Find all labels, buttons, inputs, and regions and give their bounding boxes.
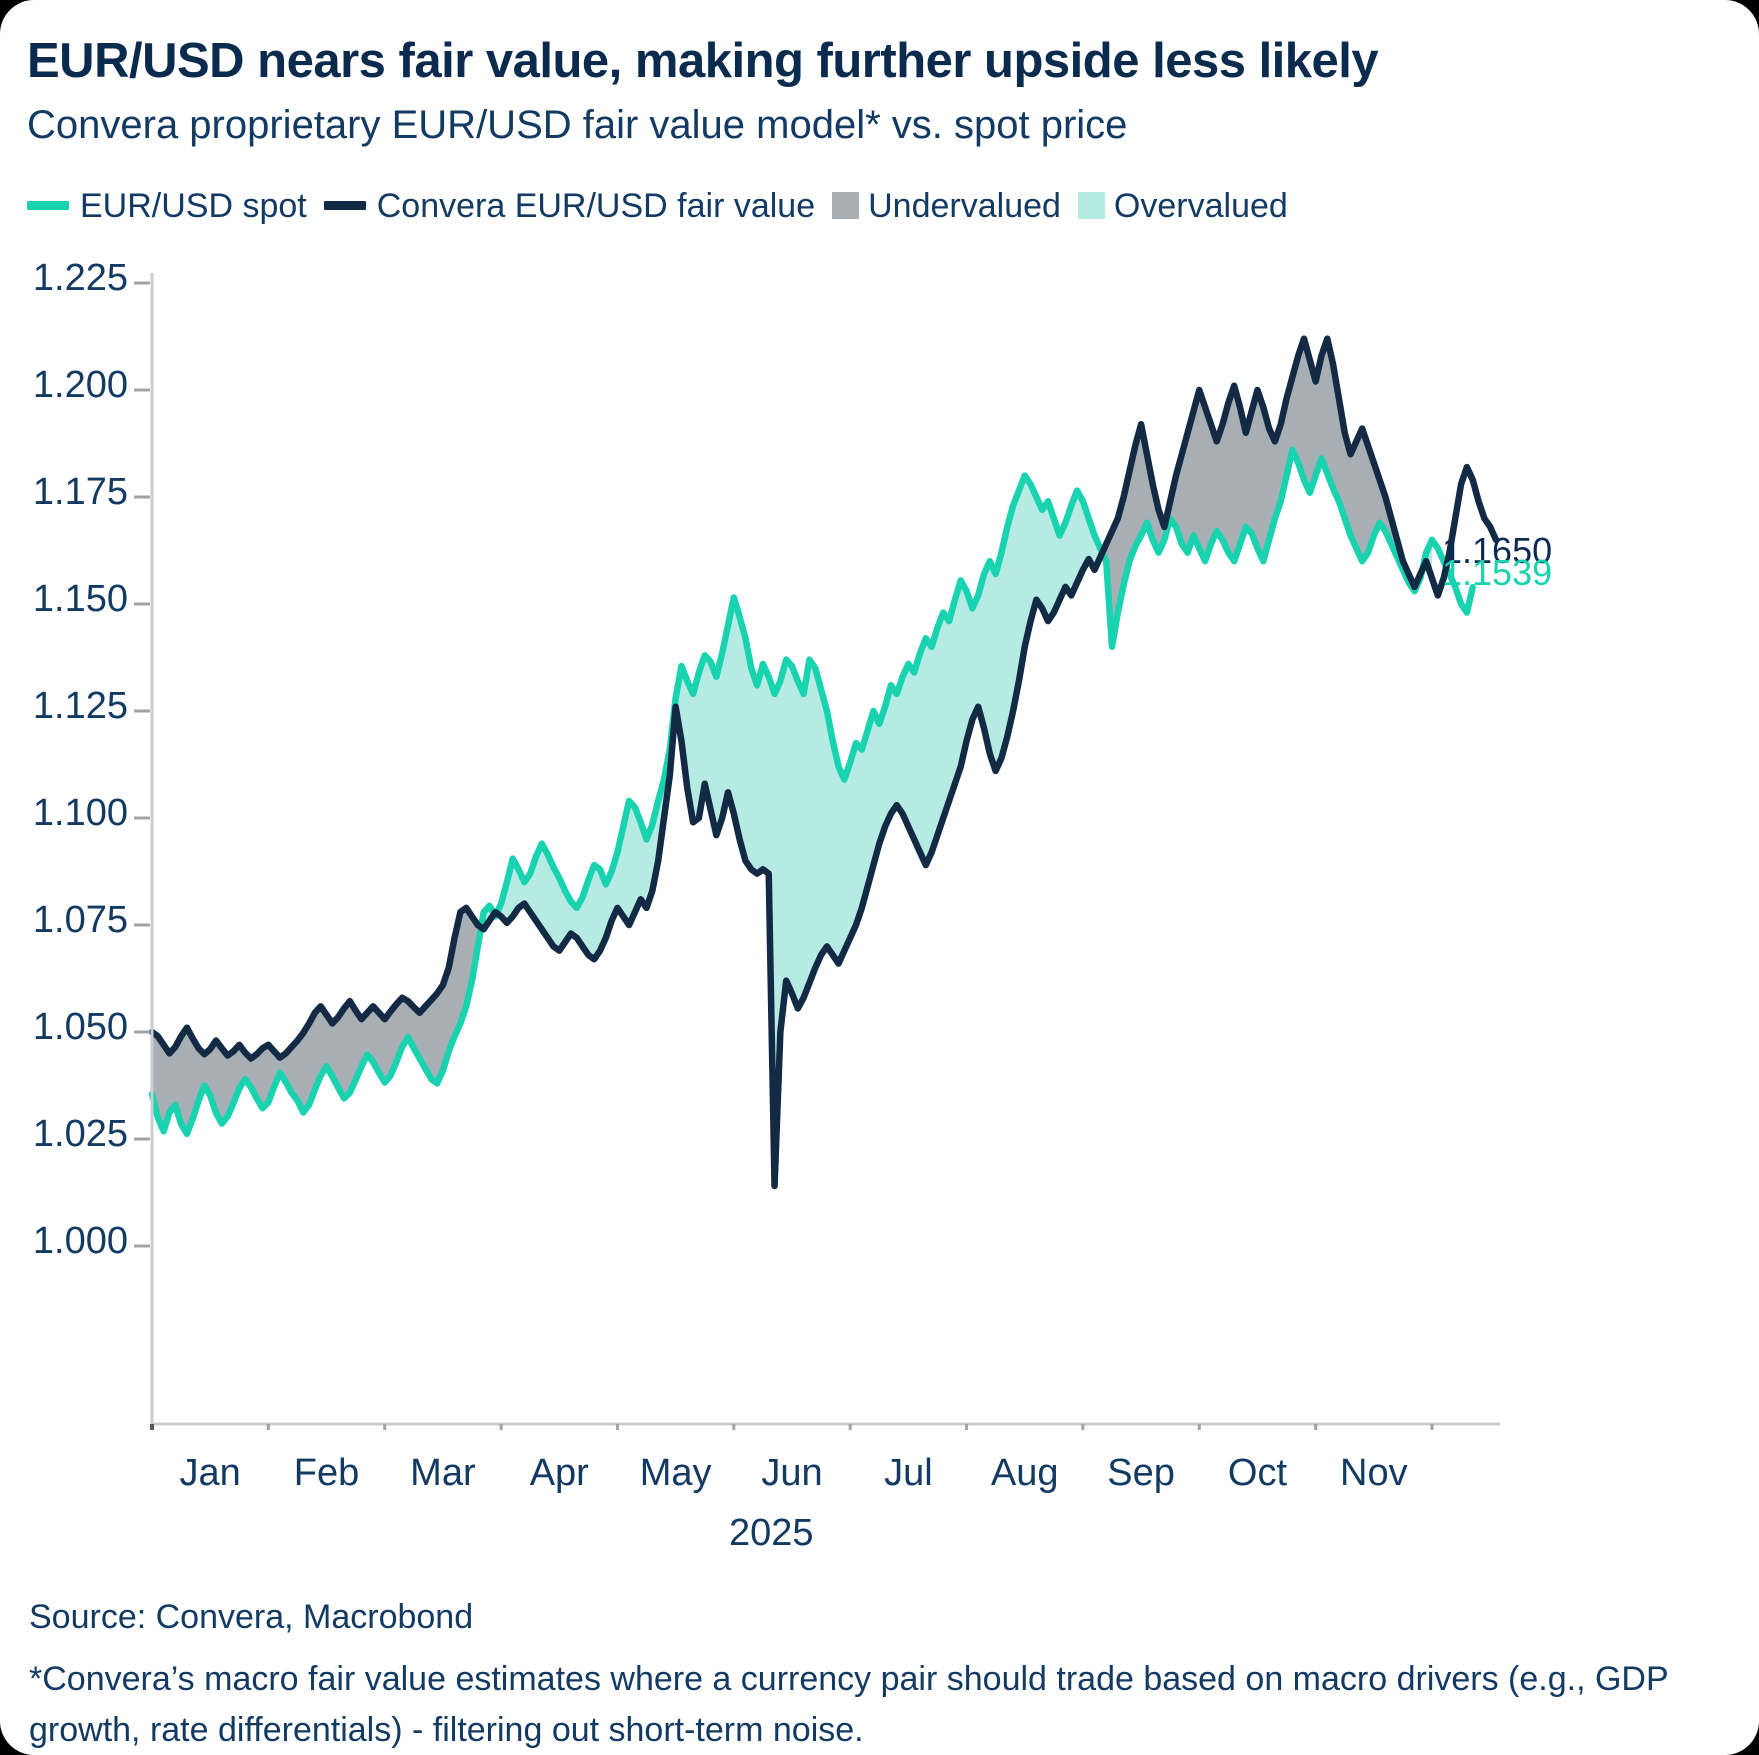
y-axis-tick-label: 1.050 <box>32 1006 128 1048</box>
x-axis-tick-label: May <box>639 1452 712 1494</box>
legend-label: Undervalued <box>868 187 1061 225</box>
axes <box>134 273 1500 1430</box>
x-axis-tick-label: Apr <box>529 1452 589 1494</box>
x-axis-tick-label: Oct <box>1227 1452 1288 1494</box>
y-axis-tick-label: 1.025 <box>32 1113 128 1155</box>
y-axis-tick-label: 1.175 <box>32 471 128 513</box>
legend-line-swatch <box>323 200 366 210</box>
legend-item-overvalued[interactable]: Overvalued <box>1077 187 1288 225</box>
source-text: Source: Convera, Macrobond <box>29 1598 474 1636</box>
chart-subtitle: Convera proprietary EUR/USD fair value m… <box>27 103 1128 147</box>
x-axis-tick-label: Aug <box>990 1452 1059 1494</box>
y-axis-tick-label: 1.075 <box>32 899 128 941</box>
chart-legend: EUR/USD spot Convera EUR/USD fair value Un… <box>27 186 1305 224</box>
x-axis-tick-label: Mar <box>410 1452 476 1494</box>
legend-label: Convera EUR/USD fair value <box>376 187 816 225</box>
spot-line <box>148 446 1476 1138</box>
x-axis-tick-label: Jul <box>884 1452 933 1494</box>
y-axis-tick-label: 1.225 <box>32 257 128 299</box>
y-axis-tick-label: 1.200 <box>32 364 128 406</box>
y-axis-tick-label: 1.000 <box>32 1220 128 1262</box>
y-axis-tick-label: 1.150 <box>32 578 128 620</box>
legend-item-convera-eur-usd-fair-value[interactable]: Convera EUR/USD fair value <box>323 187 816 225</box>
x-axis-tick-label: Jan <box>179 1452 241 1494</box>
legend-line-swatch <box>27 200 69 210</box>
legend-item-eur-usd-spot[interactable]: EUR/USD spot <box>27 187 307 225</box>
fair-value-line <box>148 335 1500 1190</box>
footnote-block: Source: Convera, Macrobond *Convera’s ma… <box>29 1592 1729 1755</box>
legend-item-undervalued[interactable]: Undervalued <box>832 187 1061 225</box>
chart-svg <box>134 273 1500 1430</box>
y-axis-tick-label: 1.125 <box>32 685 128 727</box>
x-axis-tick-label: Jun <box>761 1452 823 1494</box>
difference-fill-bands <box>152 338 1432 1187</box>
y-axis-tick-label: 1.100 <box>32 792 128 834</box>
legend-label: Overvalued <box>1113 187 1288 225</box>
legend-label: EUR/USD spot <box>80 187 307 225</box>
page-title: EUR/USD nears fair value, making further… <box>27 34 1379 88</box>
x-axis-tick-label: Sep <box>1107 1452 1175 1494</box>
methodology-note: *Convera’s macro fair value estimates wh… <box>29 1660 1669 1749</box>
x-axis-tick-label: Nov <box>1340 1452 1408 1494</box>
plot-area: 1.000 1.025 1.050 1.075 1.100 1.125 1.150 1.175… <box>0 250 1759 1494</box>
end-label-fair-value: 1.1650 <box>1442 530 1553 572</box>
end-label-spot: 1.1539 <box>1442 551 1553 593</box>
legend-square-swatch <box>832 191 860 219</box>
x-axis-tick-label: Feb <box>293 1452 360 1494</box>
legend-square-swatch <box>1077 191 1105 219</box>
